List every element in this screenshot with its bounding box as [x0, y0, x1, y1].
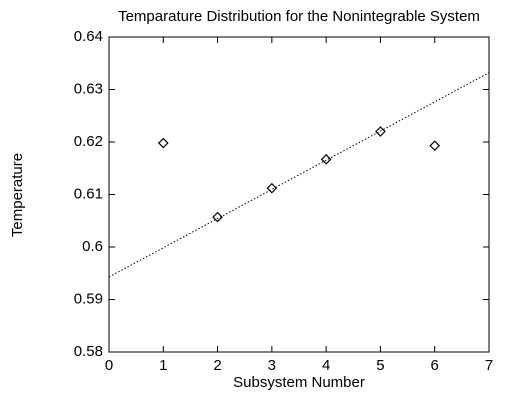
y-tick-label: 0.6: [82, 238, 103, 255]
plot-frame: [108, 36, 490, 353]
data-point: [320, 153, 332, 165]
data-point: [157, 137, 169, 149]
x-tick-label: 6: [431, 357, 439, 374]
y-axis-label: Temperature: [9, 153, 26, 237]
data-point: [266, 182, 278, 194]
y-tick-label: 0.64: [74, 28, 103, 45]
y-tick-label: 0.59: [74, 290, 103, 307]
chart-title: Temparature Distribution for the Noninte…: [118, 8, 480, 25]
x-tick-label: 0: [105, 357, 113, 374]
y-tick-label: 0.62: [74, 133, 103, 150]
x-tick-label: 7: [485, 357, 493, 374]
x-tick-label: 5: [376, 357, 384, 374]
y-tick-label: 0.61: [74, 185, 103, 202]
data-point: [375, 126, 386, 137]
x-axis-label: Subsystem Number: [233, 374, 365, 391]
x-tick-label: 4: [322, 357, 330, 374]
fit-line: [108, 72, 490, 278]
y-tick-label: 0.58: [74, 343, 103, 360]
x-tick-label: 2: [213, 357, 221, 374]
data-point: [429, 140, 441, 152]
x-tick-label: 1: [159, 357, 167, 374]
x-tick-label: 3: [268, 357, 276, 374]
data-point: [212, 211, 223, 223]
y-tick-label: 0.63: [74, 80, 103, 97]
